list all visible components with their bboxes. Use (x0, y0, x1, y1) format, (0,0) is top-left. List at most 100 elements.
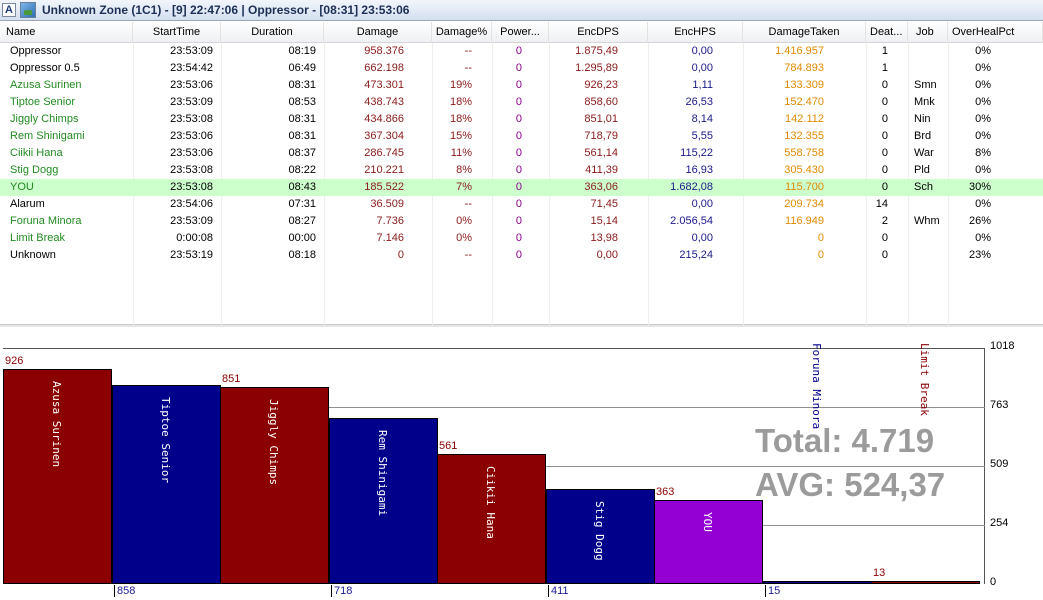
cell-power: 0 (515, 45, 522, 57)
table-row[interactable]: Azusa Surinen 23:53:06 08:31 473.301 19% 0 926… (0, 77, 1043, 94)
cell-job: Whm (914, 215, 940, 227)
table-row[interactable]: Ciikii Hana 23:53:06 08:37 286.745 11% 0 561,1… (0, 145, 1043, 162)
table-row[interactable]: Limit Break 0:00:08 00:00 7.146 0% 0 13,98 0,00… (0, 230, 1043, 247)
cell-power: 0 (515, 215, 522, 227)
column-header-power[interactable]: Power... (492, 22, 549, 43)
column-header-job[interactable]: Job (908, 22, 948, 43)
cell-taken: 558.758 (784, 147, 824, 159)
cell-taken: 0 (817, 249, 824, 261)
bar-value-top: 363 (656, 486, 675, 498)
cell-power: 0 (515, 113, 522, 125)
cell-job: War (914, 147, 934, 159)
cell-job: Smn (914, 79, 937, 91)
gridline (3, 407, 985, 408)
cell-damage_pct: 15% (449, 130, 472, 142)
bar-value-top: 13 (873, 567, 886, 579)
bar-9[interactable] (871, 581, 980, 584)
app-icon[interactable]: A (2, 3, 16, 17)
table-row[interactable]: Jiggly Chimps 23:53:08 08:31 434.866 18% 0 851… (0, 111, 1043, 128)
bar-2[interactable] (112, 385, 221, 584)
cell-enchps: 0,00 (691, 62, 713, 74)
cell-damage_pct: 11% (450, 147, 472, 159)
table-row[interactable]: Stig Dogg 23:53:08 08:22 210.221 8% 0 411,39 16… (0, 162, 1043, 179)
table-row[interactable]: YOU 23:53:08 08:43 185.522 7% 0 363,06 1.682,08… (0, 179, 1043, 196)
table-row[interactable]: Alarum 23:54:06 07:31 36.509 -- 0 71,45 0,00 209… (0, 196, 1043, 213)
cell-deaths: 14 (875, 198, 888, 210)
cell-duration: 00:00 (288, 232, 316, 244)
cell-deaths: 1 (881, 45, 888, 57)
cell-overheal: 0% (975, 96, 991, 108)
chart-plot-area: 1018 763 509 254 0 Azusa Surinen 926 Tiptoe Sen… (0, 327, 1043, 600)
cell-encdps: 0,00 (596, 249, 618, 261)
cell-job: Pld (914, 164, 930, 176)
cell-damage: 438.743 (364, 96, 404, 108)
bar-5[interactable] (437, 454, 546, 584)
cell-power: 0 (515, 164, 522, 176)
cell-start: 23:53:06 (170, 147, 213, 159)
table-row[interactable]: Rem Shinigami 23:53:06 08:31 367.304 15% 0 718… (0, 128, 1043, 145)
cell-enchps: 0,00 (691, 45, 713, 57)
bar-label: Rem Shinigami (376, 430, 389, 517)
cell-enchps: 5,55 (691, 130, 713, 142)
cell-damage: 434.866 (364, 113, 404, 125)
bar-value-top: 561 (439, 440, 458, 452)
table-row[interactable]: Oppressor 0.5 23:54:42 06:49 662.198 -- 0 1.29… (0, 60, 1043, 77)
bar-8[interactable] (763, 581, 872, 584)
cell-deaths: 0 (881, 96, 888, 108)
table-header: Name StartTime Duration Damage Damage% Power.… (0, 22, 1043, 43)
y-tick-label: 763 (990, 399, 1009, 411)
cell-encdps: 926,23 (584, 79, 618, 91)
cell-start: 23:54:42 (170, 62, 213, 74)
column-header-duration[interactable]: Duration (221, 22, 324, 43)
column-header-deaths[interactable]: Deat... (866, 22, 908, 43)
cell-name: Rem Shinigami (10, 130, 85, 142)
cell-duration: 08:53 (288, 96, 316, 108)
bar-6[interactable] (546, 489, 655, 584)
column-header-damage[interactable]: Damage (324, 22, 432, 43)
cell-job (908, 196, 948, 213)
cell-enchps: 1,11 (692, 79, 713, 91)
cell-damage_pct: -- (464, 62, 472, 74)
image-icon[interactable] (20, 2, 36, 18)
column-header-name[interactable]: Name (0, 22, 133, 43)
cell-start: 23:53:09 (170, 96, 213, 108)
cell-name: Alarum (10, 198, 45, 210)
panel-splitter[interactable] (0, 325, 1043, 328)
table-row[interactable]: Foruna Minora 23:53:09 08:27 7.736 0% 0 15,14 2… (0, 213, 1043, 230)
column-header-taken[interactable]: DamageTaken (743, 22, 866, 43)
cell-deaths: 0 (881, 249, 888, 261)
cell-overheal: 26% (968, 215, 991, 227)
table-row[interactable]: Unknown 23:53:19 08:18 0 -- 0 0,00 215,24 0 0 23% (0, 247, 1043, 264)
column-header-encdps[interactable]: EncDPS (549, 22, 648, 43)
cell-taken: 0 (817, 232, 824, 244)
cell-power: 0 (515, 96, 522, 108)
encounter-table[interactable]: Name StartTime Duration Damage Damage% Power.… (0, 22, 1043, 325)
table-row[interactable]: Oppressor 23:53:09 08:19 958.376 -- 0 1.875,49… (0, 43, 1043, 60)
column-header-start[interactable]: StartTime (133, 22, 221, 43)
bar-label: Limit Break (918, 343, 931, 416)
cell-deaths: 0 (881, 164, 888, 176)
column-header-enchps[interactable]: EncHPS (648, 22, 743, 43)
cell-overheal: 0% (975, 113, 991, 125)
bar-1[interactable] (3, 369, 112, 584)
bar-label: Azusa Surinen (50, 381, 63, 468)
table-row[interactable]: Tiptoe Senior 23:53:09 08:53 438.743 18% 0 858… (0, 94, 1043, 111)
bar-label: Foruna Minora (810, 343, 823, 430)
cell-deaths: 0 (881, 147, 888, 159)
column-header-damage_pct[interactable]: Damage% (432, 22, 492, 43)
cell-taken: 209.734 (784, 198, 824, 210)
bar-7[interactable] (654, 500, 763, 584)
cell-encdps: 1.295,89 (575, 62, 618, 74)
cell-start: 23:53:06 (170, 130, 213, 142)
cell-start: 23:53:08 (170, 113, 213, 125)
bar-3[interactable] (220, 387, 329, 584)
cell-encdps: 1.875,49 (575, 45, 618, 57)
cell-overheal: 0% (975, 164, 991, 176)
cell-name: Jiggly Chimps (10, 113, 79, 125)
cell-taken: 133.309 (784, 79, 824, 91)
cell-damage: 36.509 (370, 198, 404, 210)
column-header-overheal[interactable]: OverHealPct (948, 22, 1043, 43)
cell-damage: 958.376 (364, 45, 404, 57)
cell-power: 0 (515, 232, 522, 244)
bar-4[interactable] (329, 418, 438, 584)
